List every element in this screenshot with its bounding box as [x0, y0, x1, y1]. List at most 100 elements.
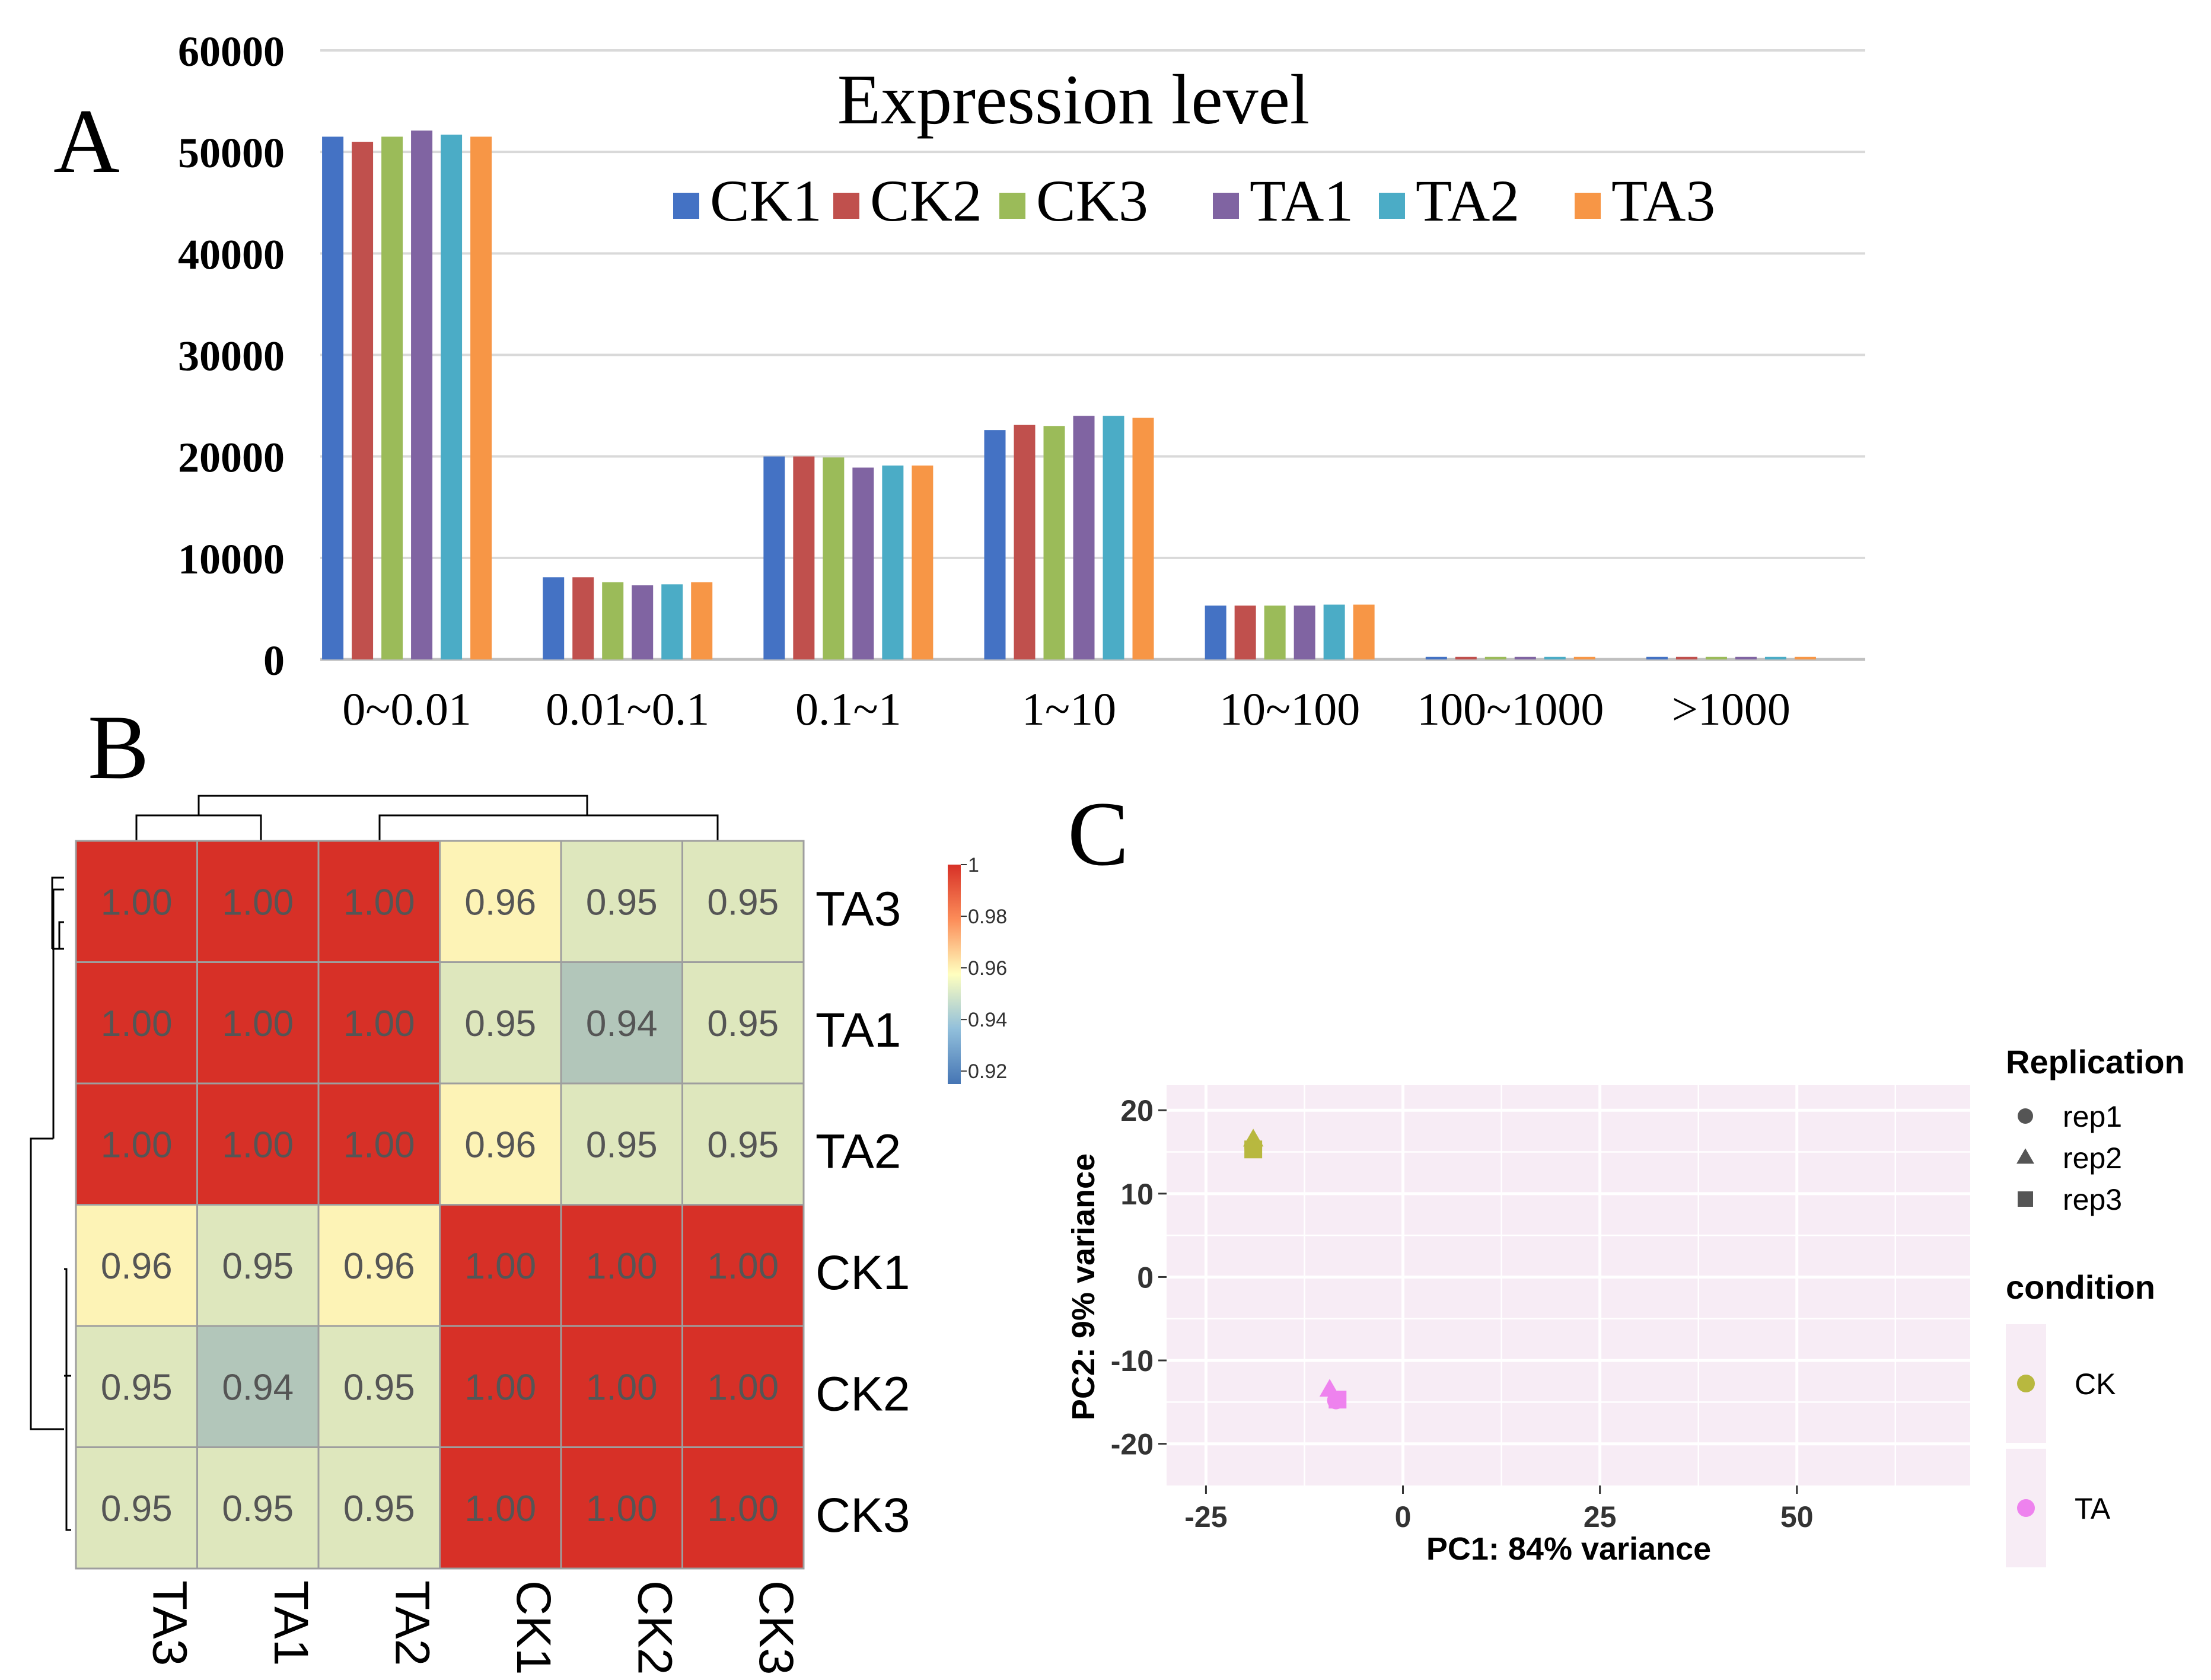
heatmap-cell-value: 0.95 [101, 1488, 173, 1529]
heatmap-column-labels: TA3 TA1 TA2 CK1 CK2 CK3 [142, 1580, 803, 1675]
legend-label-ck3: CK3 [1036, 168, 1148, 234]
pca-y-tick-label: -20 [1111, 1428, 1154, 1461]
heatmap-cell-1-3 [439, 961, 562, 1085]
bar-ck3-3 [1043, 426, 1065, 659]
heatmap-cell-value: 1.00 [586, 1367, 658, 1408]
legend-label-rep3: rep3 [2063, 1183, 2122, 1216]
heatmap-cell-2-3 [439, 1082, 562, 1206]
bar-chart-legend: CK1 CK2 CK3 TA1 TA2 TA3 [673, 168, 1715, 234]
bar-chart-y-tick-label: 50000 [178, 129, 285, 177]
pca-x-tick-label: 50 [1780, 1500, 1814, 1534]
bar-ta3-1 [691, 582, 713, 659]
heatmap-cell-0-4 [560, 840, 683, 963]
bar-ck2-6 [1675, 656, 1697, 659]
heatmap-cell-1-0 [75, 961, 198, 1085]
bar-ck2-5 [1455, 656, 1477, 659]
bar-ta2-4 [1323, 604, 1345, 659]
heatmap-cell-value: 0.95 [343, 1367, 415, 1408]
heatmap-cell-value: 1.00 [707, 1488, 779, 1529]
bar-chart-panel: A 0 10000 20000 30000 40000 50000 60000 0~0.01… [53, 28, 1865, 735]
bar-chart-y-tick-label: 0 [263, 637, 285, 684]
panel-label-b: B [88, 696, 149, 798]
bar-ta2-5 [1544, 656, 1566, 659]
bar-ta2-3 [1103, 416, 1124, 659]
heatmap-row-label: CK3 [815, 1488, 910, 1542]
legend-key-rep1 [2018, 1108, 2033, 1124]
heatmap-column-label: TA1 [264, 1580, 318, 1666]
heatmap-cell-value: 0.95 [707, 1003, 779, 1044]
heatmap-cell-value: 0.94 [222, 1367, 294, 1408]
pca-x-axis-label: PC1: 84% variance [1426, 1531, 1711, 1567]
heatmap-cell-5-2 [317, 1446, 441, 1570]
heatmap-cell-3-1 [196, 1204, 320, 1327]
bar-chart-x-tick-label: 0~0.01 [342, 683, 471, 735]
bar-ck1-4 [1205, 605, 1226, 659]
pca-y-tick-label: 0 [1137, 1261, 1154, 1294]
heatmap-cell-5-4 [560, 1446, 683, 1570]
heatmap-row-label: TA3 [815, 882, 901, 936]
heatmap-cell-value: 0.95 [222, 1488, 294, 1529]
bar-ta3-4 [1353, 604, 1375, 659]
heatmap-cell-value: 1.00 [101, 882, 173, 923]
heatmap-cell-value: 1.00 [586, 1246, 658, 1287]
panel-label-a: A [53, 90, 120, 192]
legend-label-ta: TA [2075, 1492, 2111, 1525]
heatmap-cell-value: 0.95 [707, 1124, 779, 1165]
heatmap-cell-value: 0.95 [101, 1367, 173, 1408]
bar-ck3-2 [823, 457, 845, 659]
heatmap-cell-value: 0.96 [464, 882, 536, 923]
heatmap-cell-1-4 [560, 961, 683, 1085]
heatmap-cell-3-3 [439, 1204, 562, 1327]
heatmap-cell-3-4 [560, 1204, 683, 1327]
legend-swatch-ta2 [1379, 193, 1405, 219]
heatmap-cell-5-1 [196, 1446, 320, 1570]
legend-swatch-ta3 [1575, 193, 1601, 219]
bar-ck2-3 [1014, 425, 1036, 659]
pca-points [1243, 1128, 1347, 1410]
heatmap-cell-2-5 [681, 1082, 805, 1206]
heatmap-cell-value: 1.00 [343, 1124, 415, 1165]
legend-swatch-ta1 [1213, 193, 1239, 219]
heatmap-row-labels: TA3 TA1 TA2 CK1 CK2 CK3 [815, 882, 910, 1542]
heatmap-cell-value: 1.00 [222, 1124, 294, 1165]
heatmap-cell-value: 0.95 [343, 1488, 415, 1529]
heatmap-cell-value: 0.96 [343, 1246, 415, 1287]
legend-label-ck: CK [2075, 1367, 2116, 1401]
bar-ck3-5 [1484, 656, 1506, 659]
heatmap-colorbar [948, 865, 961, 1084]
legend-key-rep3 [2018, 1191, 2033, 1207]
heatmap-cell-4-5 [681, 1325, 805, 1448]
bar-ta2-2 [882, 466, 904, 659]
heatmap-cell-value: 1.00 [222, 1003, 294, 1044]
pca-y-tick-label: 20 [1120, 1094, 1154, 1127]
row-dendrogram [30, 876, 71, 1531]
bar-chart-x-tick-label: 1~10 [1022, 683, 1116, 735]
heatmap-cell-value: 1.00 [101, 1003, 173, 1044]
heatmap-colorbar-ticks: 1 0.98 0.96 0.94 0.92 [961, 854, 1007, 1083]
heatmap-cell-2-1 [196, 1082, 320, 1206]
heatmap-cell-value: 1.00 [343, 882, 415, 923]
bar-ck1-3 [984, 430, 1006, 659]
legend-key-ck [2017, 1375, 2035, 1392]
heatmap-cell-value: 0.94 [586, 1003, 658, 1044]
bar-ck2-4 [1234, 605, 1256, 659]
heatmap-cell-value: 0.95 [586, 1124, 658, 1165]
heatmap-cell-value: 1.00 [464, 1246, 536, 1287]
legend-label-ta2: TA2 [1416, 168, 1519, 234]
pca-y-tick-label: 10 [1120, 1178, 1154, 1211]
legend-label-ta3: TA3 [1611, 168, 1715, 234]
heatmap-cell-value: 1.00 [222, 882, 294, 923]
pca-ticks: -25 0 25 50 20 10 0 -10 -20 [1111, 1094, 1814, 1534]
bar-chart-y-tick-label: 30000 [178, 333, 285, 380]
colorbar-tick-label: 0.96 [968, 957, 1007, 980]
bar-ck1-0 [322, 136, 344, 659]
bar-ck3-0 [381, 136, 403, 659]
pca-x-tick-label: 25 [1584, 1500, 1617, 1534]
bar-chart-x-tick-label: >1000 [1672, 683, 1791, 735]
heatmap-panel: B 1.00 1.00 1.00 0.96 0.95 0.95 1.00 1.00 1.00 0.… [30, 696, 1007, 1675]
bar-chart-x-tick-label: 0.01~0.1 [546, 683, 709, 735]
bar-ta1-4 [1294, 605, 1315, 659]
heatmap-cell-value: 1.00 [707, 1246, 779, 1287]
heatmap-cell-4-4 [560, 1325, 683, 1448]
